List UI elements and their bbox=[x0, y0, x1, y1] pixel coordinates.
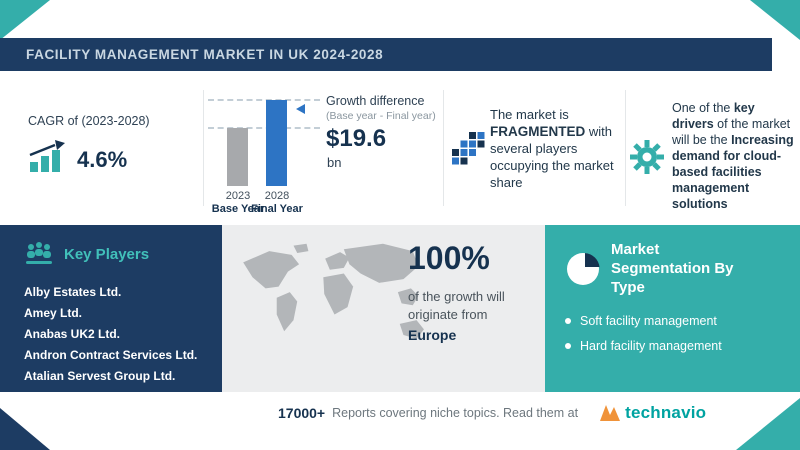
fragmented-post: with several players occupying the marke… bbox=[490, 124, 614, 190]
world-map bbox=[243, 243, 424, 339]
growth-origin-region: Europe bbox=[408, 327, 457, 344]
technavio-wordmark: technavio bbox=[625, 403, 707, 422]
footer: 17000+ Reports covering niche topics. Re… bbox=[278, 403, 706, 423]
technavio-logo[interactable]: technavio bbox=[600, 403, 706, 423]
fragmented-text: The market is FRAGMENTED with several pl… bbox=[490, 106, 616, 191]
key-players-panel: Key Players Alby Estates Ltd. Amey Ltd. … bbox=[0, 225, 222, 392]
segmentation-item: Hard facility management bbox=[565, 339, 784, 353]
footer-text: Reports covering niche topics. Read them… bbox=[332, 406, 579, 420]
gear-icon bbox=[630, 140, 664, 174]
growth-difference-sublabel: (Base year - Final year) bbox=[326, 110, 436, 122]
growth-origin-line2: originate from bbox=[408, 307, 488, 323]
key-players-header: Key Players bbox=[24, 241, 208, 267]
key-player-item: Andron Contract Services Ltd. bbox=[24, 348, 198, 362]
bar-label-final-year: 2028 Final Year bbox=[246, 190, 308, 215]
page-title: FACILITY MANAGEMENT MARKET IN UK 2024-20… bbox=[26, 47, 384, 62]
divider bbox=[203, 90, 204, 206]
driver-pre: One of the bbox=[672, 101, 734, 115]
fragmented-highlight: FRAGMENTED bbox=[490, 124, 586, 139]
dashed-guide-line bbox=[208, 99, 320, 101]
divider bbox=[443, 90, 444, 206]
segmentation-list: Soft facility management Hard facility m… bbox=[565, 314, 784, 353]
growth-difference-unit: bn bbox=[327, 155, 342, 170]
growth-origin-value: 100% bbox=[408, 240, 490, 276]
cagr-block: 4.6% bbox=[28, 140, 127, 172]
fragmented-pre: The market is bbox=[490, 107, 569, 122]
key-player-item: Atalian Servest Group Ltd. bbox=[24, 369, 176, 383]
people-icon bbox=[26, 242, 52, 264]
driver-mid: of the market will be the bbox=[672, 117, 791, 147]
technavio-mark-icon bbox=[600, 405, 621, 421]
bullet-dot bbox=[565, 318, 571, 324]
segmentation-header: Market Segmentation By Type bbox=[565, 240, 784, 297]
bar-sublabel: Final Year bbox=[251, 203, 303, 215]
corner-accent-top-left bbox=[0, 0, 50, 40]
cagr-label: CAGR of (2023-2028) bbox=[28, 114, 150, 128]
difference-arrow-icon bbox=[296, 104, 305, 114]
corner-accent-bottom-right bbox=[736, 398, 800, 450]
segmentation-item-label: Hard facility management bbox=[580, 339, 722, 353]
bar-year: 2028 bbox=[264, 190, 290, 202]
header-bar: FACILITY MANAGEMENT MARKET IN UK 2024-20… bbox=[0, 38, 772, 71]
bar-label-base-year: 2023 Base Year bbox=[207, 190, 269, 215]
key-players-title: Key Players bbox=[64, 245, 150, 263]
reports-count: 17000+ bbox=[278, 405, 326, 421]
key-player-item: Anabas UK2 Ltd. bbox=[24, 327, 121, 341]
fragmented-pixels-icon bbox=[452, 132, 485, 165]
divider bbox=[625, 90, 626, 206]
growth-difference-label: Growth difference bbox=[326, 94, 425, 108]
growth-origin-panel: 100% of the growth will originate from E… bbox=[222, 225, 545, 392]
bar-base-year bbox=[227, 128, 248, 186]
dashed-guide-line bbox=[208, 127, 320, 129]
driver-bold-key-drivers: key drivers bbox=[672, 101, 755, 131]
cagr-value: 4.6% bbox=[77, 147, 128, 172]
segmentation-panel: Market Segmentation By Type Soft facilit… bbox=[545, 225, 800, 392]
corner-accent-bottom-left bbox=[0, 408, 50, 450]
growth-origin-text: of the growth will originate from bbox=[408, 288, 538, 324]
growth-bars-icon bbox=[29, 140, 65, 172]
growth-origin-line1: of the growth will bbox=[408, 289, 505, 305]
bar-final-year bbox=[266, 100, 287, 186]
bar-year: 2023 bbox=[225, 190, 251, 202]
segmentation-title: Market Segmentation By Type bbox=[611, 241, 734, 296]
bar-sublabel: Base Year bbox=[211, 203, 265, 215]
pie-chart-icon bbox=[567, 252, 600, 285]
corner-accent-top-right bbox=[750, 0, 800, 40]
key-driver-text: One of the key drivers of the market wil… bbox=[672, 100, 796, 212]
key-player-item: Amey Ltd. bbox=[24, 306, 83, 320]
driver-bold-demand: Increasing demand for cloud-based facili… bbox=[672, 133, 794, 211]
growth-origin-stats: 100% of the growth will originate from E… bbox=[408, 240, 538, 344]
key-player-item: Alby Estates Ltd. bbox=[24, 285, 122, 299]
segmentation-item-label: Soft facility management bbox=[580, 314, 717, 328]
bullet-dot bbox=[565, 343, 571, 349]
key-players-list: Alby Estates Ltd. Amey Ltd. Anabas UK2 L… bbox=[24, 282, 208, 386]
growth-difference-value: $19.6 bbox=[326, 125, 387, 152]
segmentation-item: Soft facility management bbox=[565, 314, 784, 328]
